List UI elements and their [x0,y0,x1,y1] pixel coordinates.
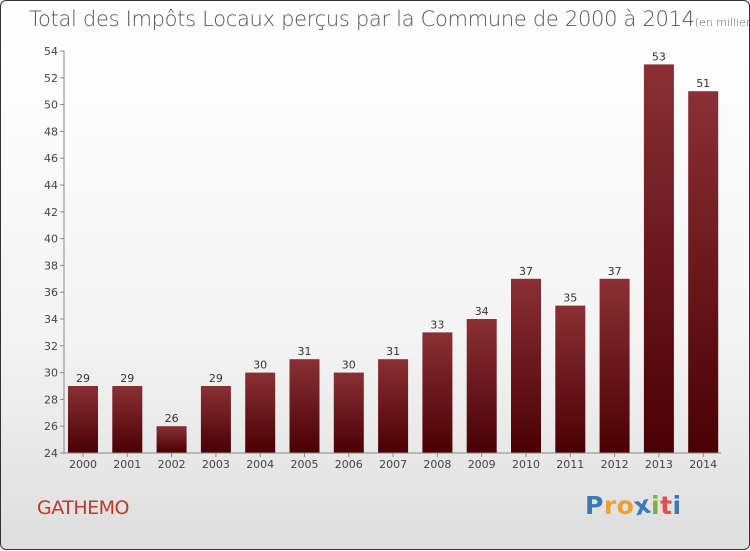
data-labels: 29 29 26 29 30 31 30 31 33 34 37 35 37 53 51 [76,50,710,425]
x-tick-label: 2012 [601,458,629,471]
proxiti-logo: Proxiti [585,490,682,522]
data-label-2012: 37 [608,265,622,278]
bar-2005 [289,359,320,453]
bar-2003 [200,386,231,453]
bar-2002 [156,426,187,453]
data-label-2004: 30 [253,359,267,372]
bar-2000 [68,386,98,453]
logo-letter: o [616,491,635,520]
data-label-2013: 53 [652,50,666,63]
data-label-2005: 31 [298,345,312,358]
x-tick-label: 2011 [556,458,584,471]
data-label-2011: 35 [563,292,577,305]
x-tick-label: 2009 [468,458,496,471]
y-tick-label: 48 [44,125,58,138]
logo-letter: i [651,491,661,520]
chart-title: Total des Impôts Locaux perçus par la Co… [29,7,750,31]
x-tick-label: 2008 [423,458,451,471]
x-tick-label: 2007 [379,458,407,471]
bar-2008 [422,332,453,453]
data-label-2014: 51 [696,77,710,90]
y-axis: 24 26 28 30 32 34 36 38 40 42 44 46 48 50 52 54 [44,45,64,460]
bar-2011 [555,305,586,453]
data-label-2000: 29 [76,372,90,385]
y-tick-label: 28 [44,393,58,406]
x-tick-label: 2010 [512,458,540,471]
x-tick-label: 2002 [158,458,186,471]
bar-2012 [599,278,630,453]
bar-2013 [643,64,674,454]
y-tick-label: 30 [44,367,58,380]
y-tick-label: 24 [44,447,58,460]
logo-letter: P [585,491,604,520]
data-label-2003: 29 [209,372,223,385]
x-tick-label: 2006 [335,458,363,471]
bar-2009 [466,319,497,453]
x-tick-label: 2013 [645,458,673,471]
x-tick-label: 2003 [202,458,230,471]
y-tick-label: 38 [44,259,58,272]
x-tick-label: 2000 [69,458,97,471]
commune-name: GATHEMO [37,497,130,519]
logo-letter: i [672,491,682,520]
bar-2014 [688,91,719,453]
chart-title-text: Total des Impôts Locaux perçus par la Co… [29,7,695,31]
data-label-2006: 30 [342,359,356,372]
x-tick-label: 2014 [689,458,717,471]
bar-2007 [378,359,409,453]
y-tick-label: 34 [44,313,58,326]
x-axis: 2000 2001 2002 2003 2004 2005 2006 2007 2008 2009… [69,453,717,471]
y-tick-label: 42 [44,206,58,219]
chart-title-unit: (en milliers d'€) [694,16,750,29]
bar-2006 [333,372,364,453]
y-tick-label: 50 [44,99,58,112]
data-label-2002: 26 [165,412,179,425]
bar-2004 [245,372,276,453]
data-label-2009: 34 [475,305,489,318]
data-label-2008: 33 [430,318,444,331]
y-tick-label: 54 [44,45,58,58]
y-tick-label: 32 [44,340,58,353]
logo-letter: r [603,491,617,520]
y-tick-label: 36 [44,286,58,299]
x-tick-label: 2001 [113,458,141,471]
x-tick-label: 2004 [246,458,274,471]
y-tick-label: 52 [44,72,58,85]
y-tick-label: 26 [44,420,58,433]
y-tick-label: 44 [44,179,58,192]
y-tick-label: 46 [44,152,58,165]
data-label-2007: 31 [386,345,400,358]
data-label-2001: 29 [120,372,134,385]
y-tick-label: 40 [44,233,58,246]
bar-2001 [112,386,143,453]
data-label-2010: 37 [519,265,533,278]
bar-2010 [511,278,541,453]
bars-group [68,64,719,454]
logo-letter: t [660,491,673,520]
x-tick-label: 2005 [291,458,319,471]
